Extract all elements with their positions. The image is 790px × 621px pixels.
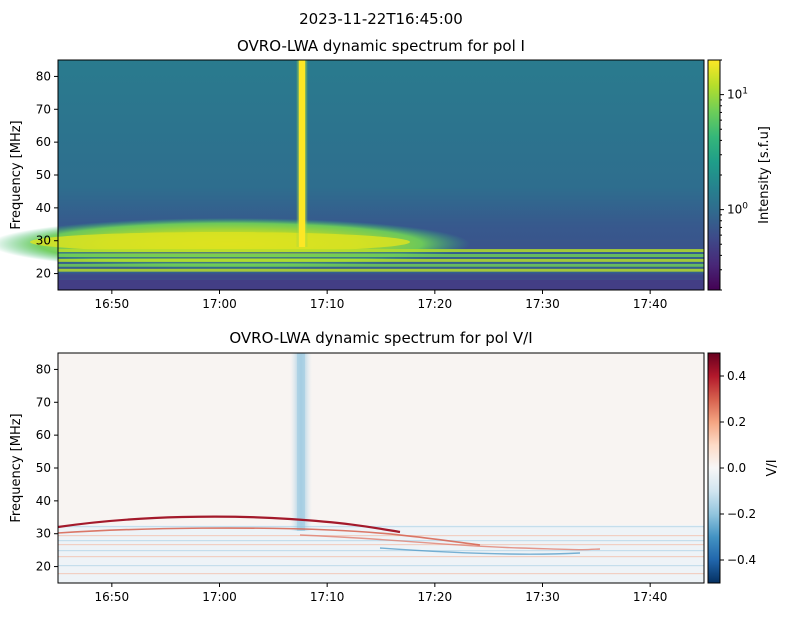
emission-line <box>58 258 704 262</box>
colorbar-tick-label: −0.2 <box>727 507 756 521</box>
polarization-arc-2 <box>57 527 481 546</box>
horizontal-noise-lines <box>58 526 704 575</box>
emission-gap <box>58 261 704 264</box>
emission-gap <box>58 275 704 279</box>
colorbar-tick-label: 101 <box>727 87 748 102</box>
low-freq-noise <box>58 525 704 583</box>
panel-2-colorbar-label: V/I <box>765 459 780 476</box>
emission-line <box>58 263 704 267</box>
panel-1-y-ticks: 20 30 40 50 60 70 80 <box>36 69 58 281</box>
burst-spike-core <box>299 60 305 247</box>
panel-1-heatmap <box>0 60 704 290</box>
panel-1-colorbar <box>707 59 721 291</box>
burst-spike-core <box>297 353 305 531</box>
emission-gap <box>58 257 704 259</box>
panel-1-colorbar-label: Intensity [s.f.u] <box>757 126 772 224</box>
y-tick-label: 20 <box>36 560 51 574</box>
emission-gap <box>58 271 704 274</box>
x-tick-label: 17:40 <box>633 297 668 311</box>
x-tick-label: 16:50 <box>95 590 130 604</box>
x-tick-label: 17:40 <box>633 590 668 604</box>
panel-pol-i: OVRO-LWA dynamic spectrum for pol I 16:5… <box>0 37 772 311</box>
emission-line <box>58 268 704 272</box>
y-tick-label: 80 <box>36 362 51 376</box>
emission-gap <box>58 266 704 269</box>
x-tick-label: 17:10 <box>310 297 345 311</box>
x-tick-label: 17:00 <box>202 297 237 311</box>
noise-line <box>58 544 704 546</box>
panel-1-colorbar-ticks: 100 101 <box>720 59 748 291</box>
y-tick-label: 40 <box>36 201 51 215</box>
noise-line <box>58 540 704 542</box>
panel-1-x-ticks: 16:50 17:00 17:10 17:20 17:30 17:40 <box>95 290 668 311</box>
panel-2-y-ticks: 20 30 40 50 60 70 80 <box>36 362 58 574</box>
y-tick-label: 80 <box>36 69 51 83</box>
y-tick-label: 30 <box>36 527 51 541</box>
noise-line <box>58 565 704 567</box>
y-tick-label: 60 <box>36 135 51 149</box>
panel-2-ylabel: Frequency [MHz] <box>9 413 24 522</box>
colorbar-tick-label: 0.4 <box>727 369 746 383</box>
polarization-arc-3 <box>299 534 601 551</box>
colorbar-tick-label: 100 <box>727 202 748 217</box>
emission-gap <box>58 252 704 254</box>
negative-arc <box>379 547 581 555</box>
panel-2-heatmap <box>57 353 704 583</box>
colorbar-tick-label: 0.2 <box>727 415 746 429</box>
panel-1-title: OVRO-LWA dynamic spectrum for pol I <box>237 37 525 55</box>
panel-pol-vi: OVRO-LWA dynamic spectrum for pol V/I 16… <box>9 329 780 604</box>
x-tick-label: 17:10 <box>310 590 345 604</box>
noise-line <box>58 535 704 537</box>
colorbar-tick-label: −0.4 <box>727 553 756 567</box>
y-tick-label: 20 <box>36 267 51 281</box>
panel-2-colorbar <box>707 352 721 584</box>
emission-line <box>58 249 704 253</box>
y-tick-label: 40 <box>36 494 51 508</box>
y-tick-label: 30 <box>36 234 51 248</box>
y-tick-label: 70 <box>36 102 51 116</box>
x-tick-label: 17:00 <box>202 590 237 604</box>
figure-suptitle: 2023-11-22T16:45:00 <box>299 10 463 28</box>
x-tick-label: 17:30 <box>525 297 560 311</box>
y-tick-label: 50 <box>36 461 51 475</box>
polarization-arc-1 <box>57 515 401 534</box>
x-tick-label: 17:20 <box>418 297 453 311</box>
x-tick-label: 17:30 <box>525 590 560 604</box>
x-tick-label: 17:20 <box>418 590 453 604</box>
noise-line <box>58 573 704 575</box>
low-frequency-cutoff <box>58 280 704 290</box>
noise-line <box>58 550 704 552</box>
noise-line <box>58 526 704 528</box>
x-tick-label: 16:50 <box>95 297 130 311</box>
colorbar-tick-label: 0.0 <box>727 461 746 475</box>
horizontal-emission-lines <box>58 249 704 279</box>
panel-2-title: OVRO-LWA dynamic spectrum for pol V/I <box>229 329 532 347</box>
noise-line <box>58 556 704 558</box>
y-tick-label: 50 <box>36 168 51 182</box>
y-tick-label: 60 <box>36 428 51 442</box>
panel-2-x-ticks: 16:50 17:00 17:10 17:20 17:30 17:40 <box>95 583 668 604</box>
panel-1-ylabel: Frequency [MHz] <box>9 120 24 229</box>
emission-band-core <box>30 232 410 252</box>
emission-line <box>58 254 704 257</box>
y-tick-label: 70 <box>36 395 51 409</box>
panel-2-colorbar-ticks: 0.4 0.2 0.0 −0.2 −0.4 <box>720 369 756 567</box>
